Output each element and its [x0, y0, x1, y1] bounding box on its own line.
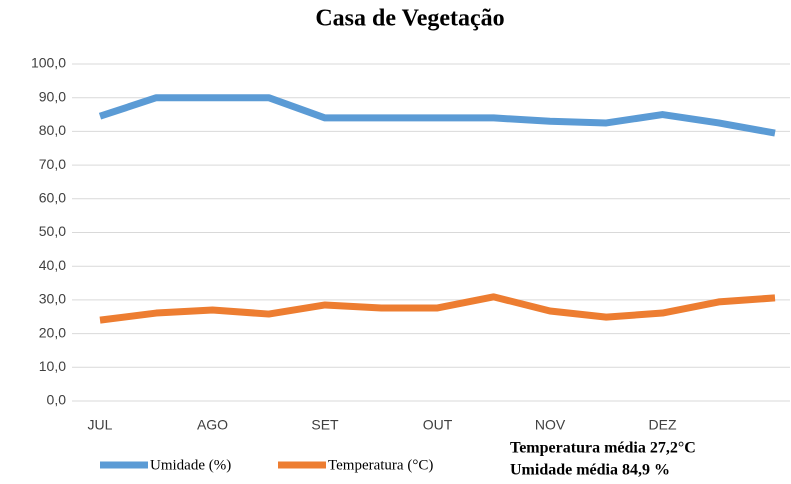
x-tick-label: AGO — [197, 417, 228, 433]
y-tick-label: 60,0 — [39, 190, 66, 206]
y-tick-label: 40,0 — [39, 257, 66, 273]
x-tick-label: DEZ — [649, 417, 677, 433]
y-tick-label: 90,0 — [39, 88, 66, 104]
y-tick-label: 70,0 — [39, 156, 66, 172]
y-tick-label: 50,0 — [39, 223, 66, 239]
y-tick-label: 0,0 — [47, 392, 67, 408]
x-tick-label: SET — [311, 417, 339, 433]
y-tick-label: 30,0 — [39, 291, 66, 307]
legend-label: Temperatura (°C) — [328, 457, 433, 473]
annotation: Umidade média 84,9 % — [510, 462, 670, 479]
y-tick-label: 10,0 — [39, 358, 66, 374]
line-series — [98, 94, 776, 137]
x-tick-label: NOV — [535, 417, 566, 433]
y-tick-label: 80,0 — [39, 122, 66, 138]
y-tick-label: 100,0 — [31, 55, 66, 71]
x-tick-label: JUL — [88, 417, 113, 433]
legend-label: Umidade (%) — [150, 457, 231, 473]
annotation: Temperatura média 27,2°C — [510, 440, 696, 457]
y-tick-label: 20,0 — [39, 324, 66, 340]
line-series — [99, 293, 776, 324]
x-tick-label: OUT — [423, 417, 453, 433]
chart-title: Casa de Vegetação — [315, 6, 504, 32]
